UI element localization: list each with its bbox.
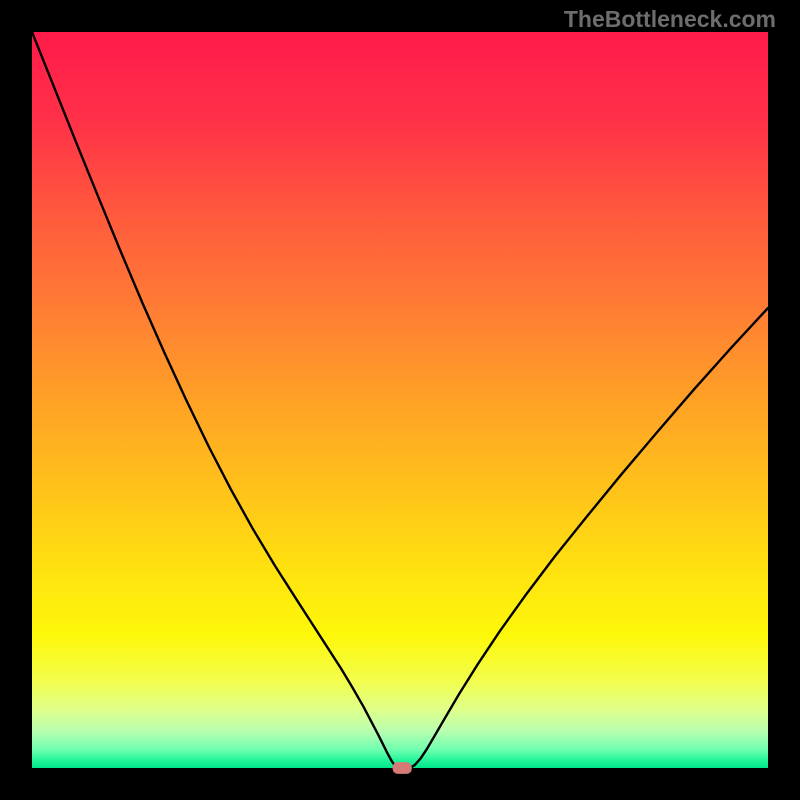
plot-area [32, 32, 768, 768]
chart-svg [0, 0, 800, 800]
chart-root: TheBottleneck.com [0, 0, 800, 800]
optimum-marker [393, 762, 412, 774]
watermark-text: TheBottleneck.com [564, 6, 776, 33]
